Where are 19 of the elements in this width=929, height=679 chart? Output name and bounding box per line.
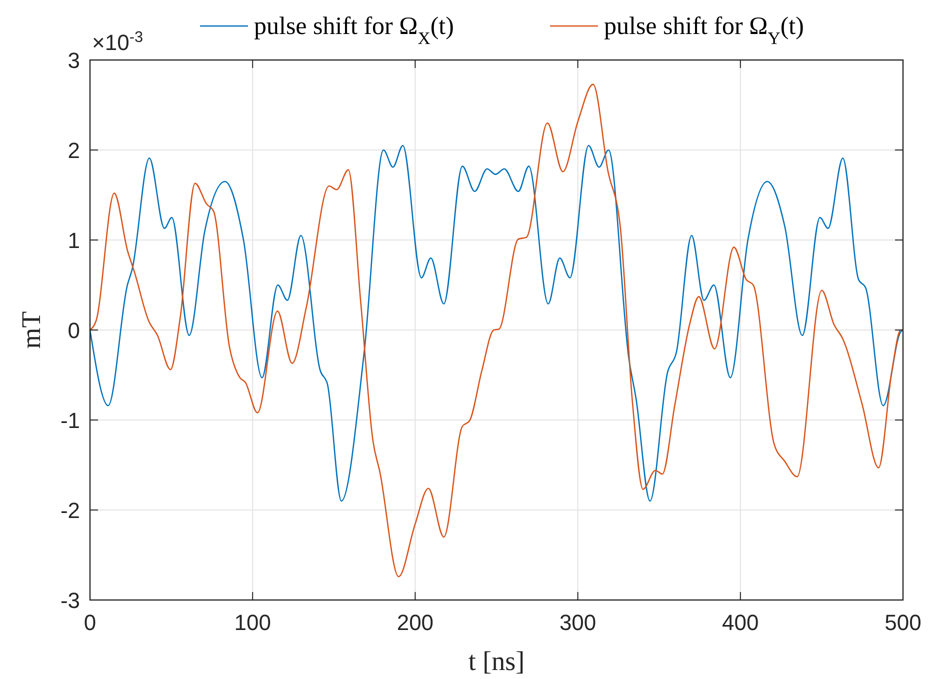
x-tick-label: 100 [234, 610, 271, 635]
x-tick-label: 400 [722, 610, 759, 635]
y-tick-label: -1 [60, 408, 80, 433]
x-tick-label: 500 [884, 610, 922, 635]
y-tick-label: 2 [68, 138, 80, 163]
y-tick-label: 1 [68, 228, 80, 253]
text: ×10$^{-3}$ [92, 28, 144, 55]
legend-label: pulse shift for Ω$_{Y}$(t) [604, 13, 804, 48]
y-tick-label: -2 [60, 498, 80, 523]
legend-label: pulse shift for Ω$_{X}$(t) [254, 13, 454, 48]
y-tick-label: 0 [68, 318, 80, 343]
x-tick-label: 200 [396, 610, 434, 635]
x-tick-label: 300 [559, 610, 596, 635]
x-tick-label: 0 [84, 610, 96, 635]
x-axis-title: t [ns] [468, 646, 525, 676]
line-series [89, 144, 904, 502]
y-tick-label: 3 [68, 48, 80, 73]
y-axis-title: mT [16, 310, 46, 349]
y-tick-label: -3 [60, 588, 80, 613]
